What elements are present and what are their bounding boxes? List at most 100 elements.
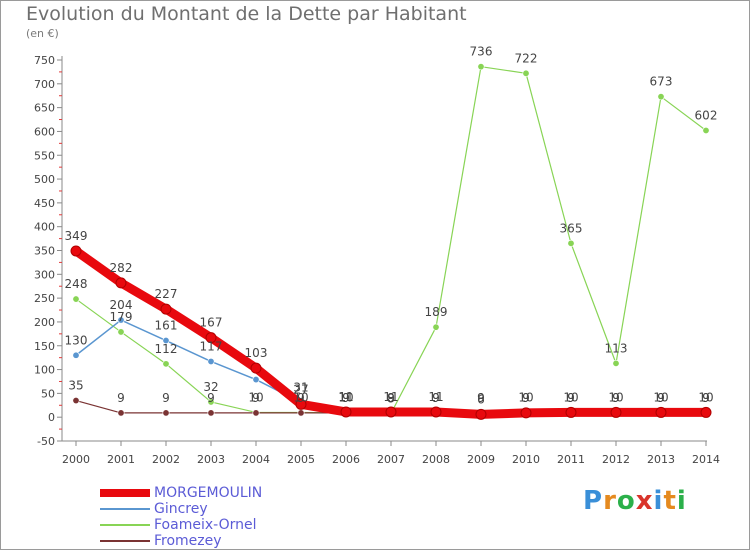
series-line-foameix-ornel [75, 66, 707, 414]
x-tick-label: 2003 [197, 453, 225, 466]
x-tick-label: 2007 [377, 453, 405, 466]
x-tick-label: 2008 [422, 453, 450, 466]
x-tick-label: 2010 [512, 453, 540, 466]
data-label: 9 [252, 391, 260, 405]
logo-letter: o [616, 486, 636, 516]
data-point [162, 337, 170, 345]
y-tick-label: 350 [34, 245, 55, 258]
proxiti-logo: Proxiti [583, 486, 687, 516]
data-point [162, 409, 170, 417]
data-point [475, 408, 487, 420]
data-point [610, 406, 622, 418]
data-label: 10 [248, 390, 263, 404]
data-point [432, 323, 440, 331]
logo-letter: i [653, 486, 664, 516]
data-point [295, 398, 307, 410]
data-point [340, 406, 352, 418]
data-label: 349 [65, 229, 88, 243]
x-tick-label: 2014 [692, 453, 720, 466]
data-label: 282 [110, 261, 133, 275]
data-point [252, 409, 260, 417]
chart-subtitle: (en €) [26, 27, 59, 40]
data-label: 9 [657, 391, 665, 405]
data-label: 113 [605, 341, 628, 355]
data-point [252, 376, 260, 384]
data-label: 673 [650, 75, 673, 89]
data-label: 365 [560, 221, 583, 235]
data-label: 9 [477, 391, 485, 405]
y-tick-label: 100 [34, 364, 55, 377]
x-tick-label: 2002 [152, 453, 180, 466]
legend-swatch [100, 540, 150, 542]
data-point [702, 126, 710, 134]
data-label: 9 [657, 391, 665, 405]
data-point [72, 295, 80, 303]
data-point [207, 398, 215, 406]
x-tick-label: 2000 [62, 453, 90, 466]
y-tick-label: -50 [37, 435, 55, 448]
legend-label: Gincrey [154, 501, 208, 517]
data-label: 9 [522, 391, 530, 405]
data-label: 9 [342, 391, 350, 405]
y-tick-label: 600 [34, 125, 55, 138]
data-label: 6 [477, 392, 485, 406]
data-point [205, 332, 217, 344]
data-label: 602 [695, 108, 718, 122]
x-tick-label: 2001 [107, 453, 135, 466]
data-point [477, 63, 485, 71]
data-point [117, 328, 125, 336]
data-point [70, 245, 82, 257]
legend-label: Fromezey [154, 533, 222, 549]
y-tick-label: 450 [34, 197, 55, 210]
x-tick-label: 2005 [287, 453, 315, 466]
data-point [115, 277, 127, 289]
data-label: 9 [342, 391, 350, 405]
data-label: 722 [515, 51, 538, 65]
data-label: 8 [387, 391, 395, 405]
data-label: 248 [65, 277, 88, 291]
data-label: 10 [653, 390, 668, 404]
y-tick-label: 550 [34, 149, 55, 162]
data-point [117, 409, 125, 417]
data-label: 9 [387, 391, 395, 405]
y-tick-label: 750 [34, 54, 55, 67]
x-tick-label: 2004 [242, 453, 270, 466]
data-label: 10 [338, 390, 353, 404]
x-tick-label: 2006 [332, 453, 360, 466]
y-tick-label: 50 [41, 387, 55, 400]
data-label: 9 [702, 391, 710, 405]
y-tick-label: 250 [34, 292, 55, 305]
data-point [655, 406, 667, 418]
legend-swatch [100, 508, 150, 510]
data-point [657, 93, 665, 101]
data-label: 10 [563, 390, 578, 404]
data-label: 27 [293, 382, 308, 396]
y-tick-label: 300 [34, 268, 55, 281]
data-point [250, 362, 262, 374]
logo-letter: x [635, 486, 654, 516]
data-point [72, 397, 80, 405]
data-label: 103 [245, 346, 268, 360]
y-tick-label: 400 [34, 221, 55, 234]
data-label: 9 [702, 391, 710, 405]
data-label: 9 [477, 391, 485, 405]
data-point [565, 406, 577, 418]
x-tick-label: 2012 [602, 453, 630, 466]
data-point [207, 409, 215, 417]
data-label: 9 [567, 391, 575, 405]
data-label: 9 [117, 391, 125, 405]
data-label: 9 [432, 391, 440, 405]
legend-swatch [100, 489, 150, 497]
y-tick-label: 200 [34, 316, 55, 329]
data-label: 11 [383, 390, 398, 404]
data-label: 9 [522, 391, 530, 405]
x-tick-label: 2011 [557, 453, 585, 466]
data-label: 11 [338, 390, 353, 404]
x-tick-label: 2009 [467, 453, 495, 466]
data-label: 167 [200, 316, 223, 330]
data-point [117, 316, 125, 324]
data-label: 10 [608, 390, 623, 404]
data-label: 130 [65, 333, 88, 347]
data-point [430, 406, 442, 418]
